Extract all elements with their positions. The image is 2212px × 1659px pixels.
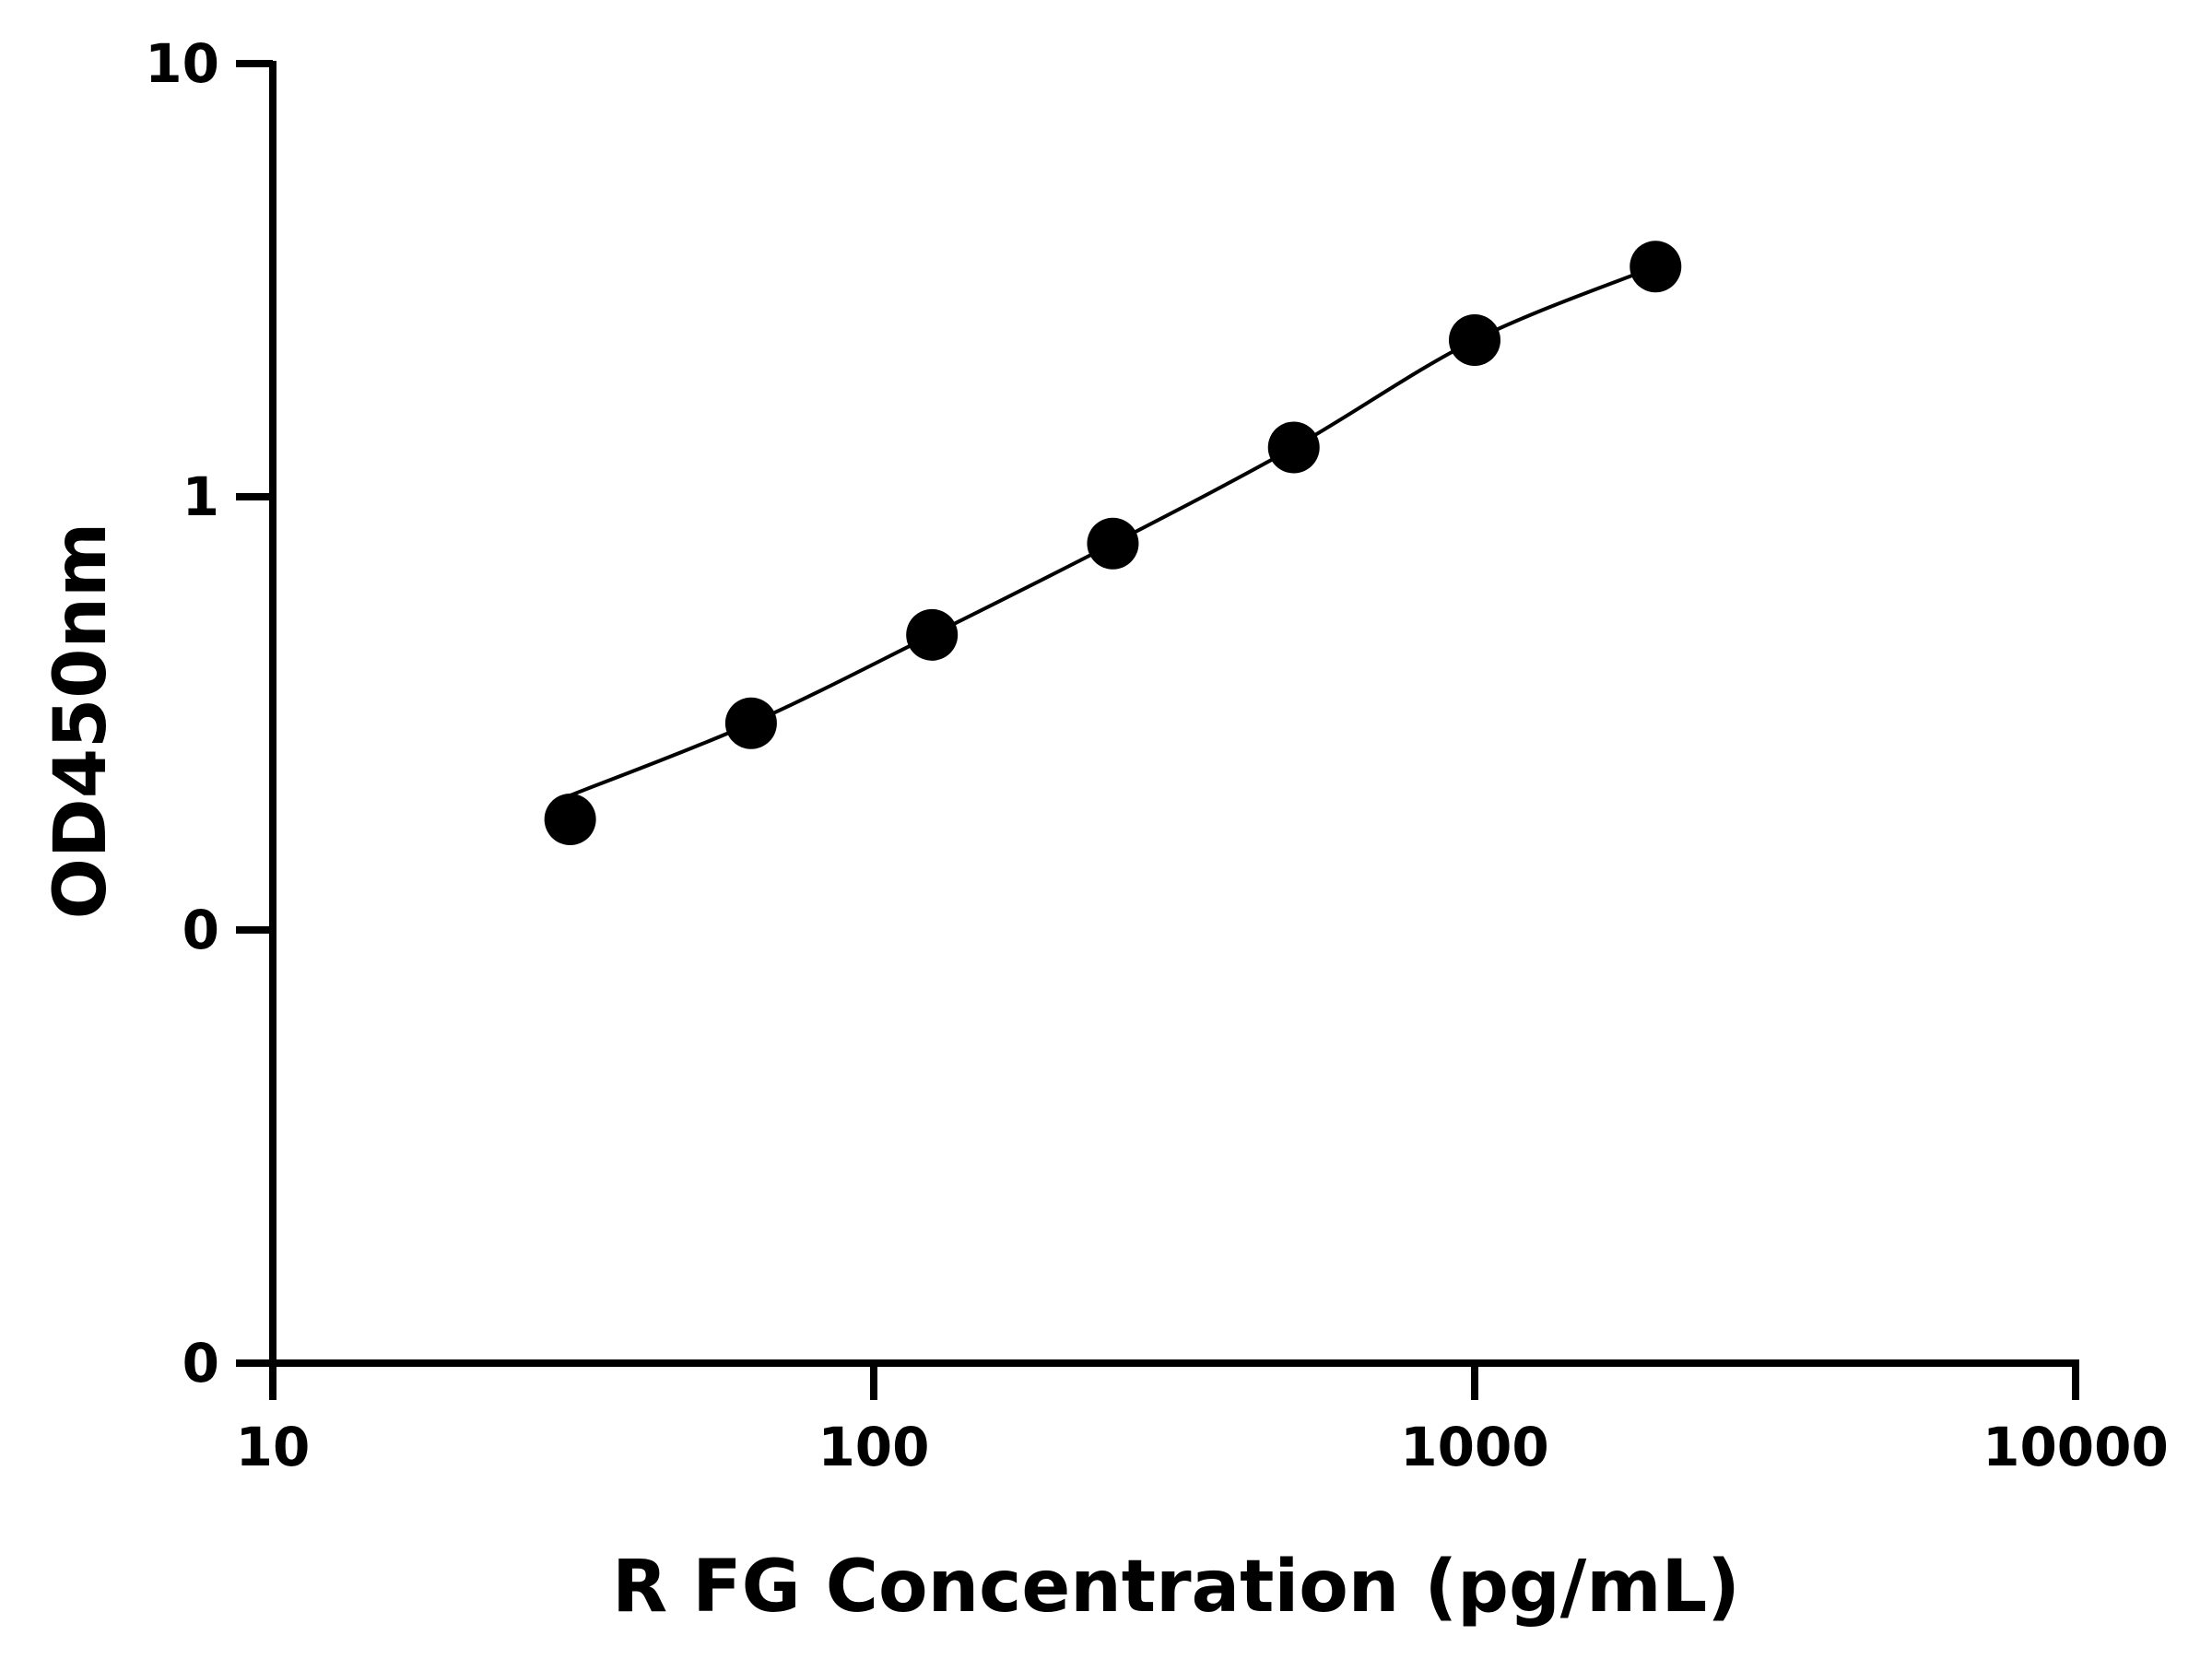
data-point bbox=[1267, 421, 1320, 474]
data-point bbox=[906, 608, 959, 661]
y-tick-label: 1 bbox=[182, 465, 219, 528]
data-points bbox=[544, 241, 1682, 846]
x-tick-label: 100 bbox=[818, 1416, 929, 1478]
x-tick-label: 1000 bbox=[1400, 1416, 1548, 1478]
x-axis-title: R FG Concentration (pg/mL) bbox=[612, 1546, 1740, 1629]
axes bbox=[269, 61, 2079, 1367]
x-tick-label: 10000 bbox=[1983, 1416, 2169, 1478]
data-point bbox=[724, 697, 777, 749]
y-axis-title: OD450nm bbox=[40, 523, 123, 920]
x-axis-ticks: 10 100 1000 10000 bbox=[236, 1363, 2169, 1478]
y-tick-label: 10 bbox=[145, 32, 219, 95]
y-axis-ticks: 0 0 1 10 bbox=[145, 32, 273, 1394]
data-point bbox=[1087, 517, 1139, 570]
data-point bbox=[1630, 241, 1682, 293]
x-tick-label: 10 bbox=[236, 1416, 311, 1478]
y-tick-label: 0 bbox=[182, 899, 219, 961]
y-tick-label: 0 bbox=[182, 1332, 219, 1394]
data-point bbox=[1449, 313, 1500, 366]
data-point bbox=[544, 794, 596, 846]
